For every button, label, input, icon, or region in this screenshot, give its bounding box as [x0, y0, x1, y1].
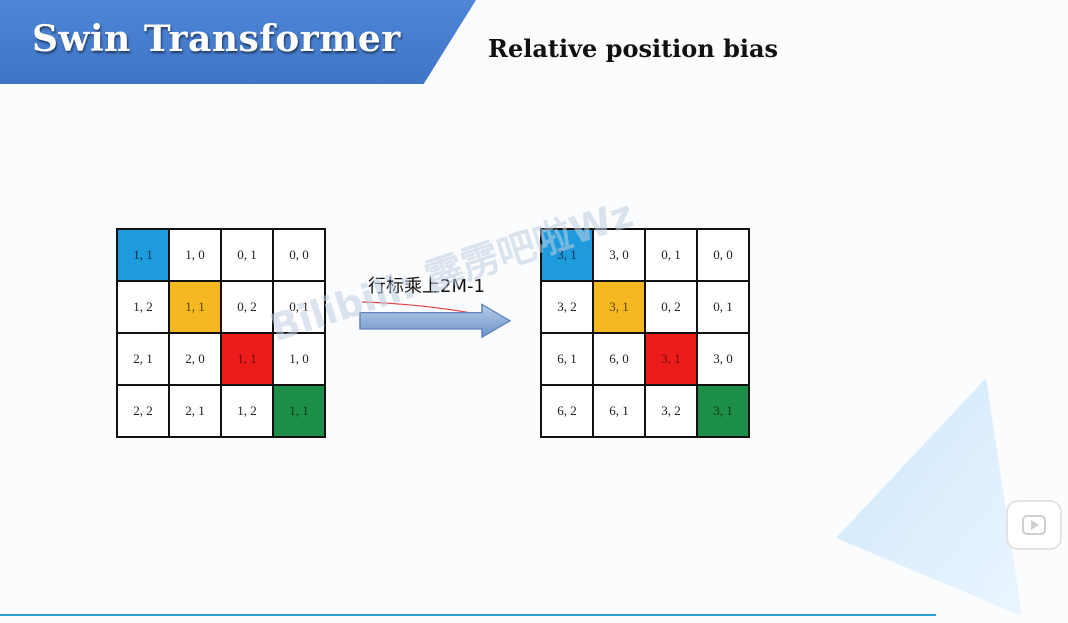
matrix-cell: 0, 0: [698, 230, 750, 282]
matrix-cell: 0, 1: [274, 282, 326, 334]
matrix-cell: 3, 1: [698, 386, 750, 438]
matrix-cell: 6, 2: [542, 386, 594, 438]
play-icon: [1022, 515, 1046, 535]
matrix-cell: 0, 1: [646, 230, 698, 282]
matrix-cell: 0, 1: [222, 230, 274, 282]
right-arrow-icon: [359, 301, 512, 339]
header-banner: [0, 0, 476, 84]
matrix-cell: 1, 2: [118, 282, 170, 334]
bottom-accent-line: [0, 614, 936, 616]
matrix-cell: 1, 1: [222, 334, 274, 386]
matrix-cell: 3, 1: [646, 334, 698, 386]
matrix-cell: 2, 1: [170, 386, 222, 438]
matrix-cell: 3, 0: [698, 334, 750, 386]
matrix-cell: 0, 2: [222, 282, 274, 334]
matrix-cell: 6, 0: [594, 334, 646, 386]
matrix-cell: 3, 2: [542, 282, 594, 334]
matrix-cell: 2, 0: [170, 334, 222, 386]
slide-heading: Relative position bias: [488, 34, 779, 63]
matrix-cell: 0, 0: [274, 230, 326, 282]
matrix-cell: 6, 1: [594, 386, 646, 438]
matrix-cell: 1, 2: [222, 386, 274, 438]
left-matrix: 1, 1 1, 0 0, 1 0, 0 1, 2 1, 1 0, 2 0, 1 …: [116, 228, 326, 438]
matrix-cell: 1, 0: [170, 230, 222, 282]
matrix-cell: 3, 2: [646, 386, 698, 438]
matrix-cell: 3, 0: [594, 230, 646, 282]
matrix-cell: 1, 1: [118, 230, 170, 282]
right-matrix: 3, 1 3, 0 0, 1 0, 0 3, 2 3, 1 0, 2 0, 1 …: [540, 228, 750, 438]
matrix-cell: 1, 1: [170, 282, 222, 334]
matrix-cell: 0, 1: [698, 282, 750, 334]
arrow-label: 行标乘上2M-1: [368, 276, 485, 297]
slide-title: Swin Transformer: [32, 18, 401, 60]
matrix-cell: 2, 1: [118, 334, 170, 386]
decorative-triangle: [836, 378, 1022, 616]
matrix-cell: 6, 1: [542, 334, 594, 386]
matrix-cell: 3, 1: [542, 230, 594, 282]
matrix-cell: 1, 1: [274, 386, 326, 438]
matrix-cell: 2, 2: [118, 386, 170, 438]
matrix-cell: 0, 2: [646, 282, 698, 334]
matrix-cell: 3, 1: [594, 282, 646, 334]
play-button[interactable]: [1006, 500, 1062, 550]
matrix-cell: 1, 0: [274, 334, 326, 386]
